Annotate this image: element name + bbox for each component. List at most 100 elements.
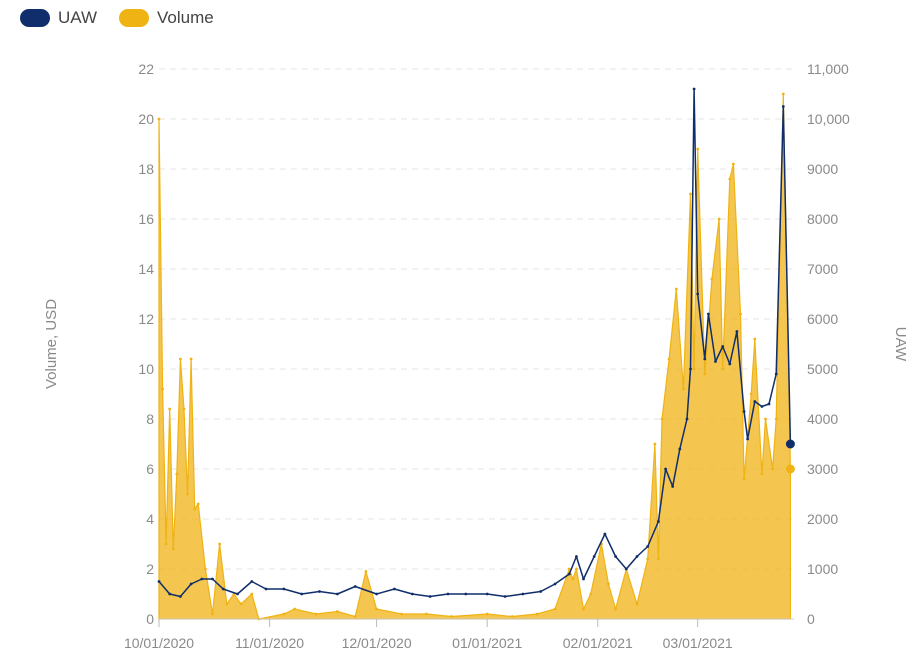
left-tick-label: 8 [146, 411, 154, 427]
uaw-point [707, 312, 710, 316]
volume-point [674, 287, 678, 291]
volume-point [742, 477, 746, 481]
right-tick-label: 7000 [807, 261, 838, 277]
volume-point [774, 417, 778, 421]
volume-point [589, 592, 593, 596]
uaw-line-layer [157, 87, 795, 598]
volume-end-marker [785, 464, 795, 474]
volume-point [728, 177, 732, 181]
uaw-point [657, 520, 660, 523]
legend: UAW Volume [20, 8, 214, 28]
uaw-point [485, 592, 489, 596]
legend-item-uaw[interactable]: UAW [20, 8, 97, 28]
volume-area-layer [157, 92, 792, 621]
volume-point [771, 467, 774, 471]
volume-point [225, 602, 229, 606]
volume-point [336, 610, 339, 613]
left-tick-label: 6 [146, 461, 154, 477]
uaw-point [521, 592, 525, 596]
uaw-point [692, 87, 696, 91]
volume-point [689, 192, 692, 196]
legend-label-uaw: UAW [58, 8, 98, 27]
left-tick-label: 12 [138, 311, 154, 327]
volume-point [400, 612, 403, 616]
uaw-point [336, 592, 339, 596]
uaw-point [760, 405, 764, 408]
uaw-point [624, 567, 628, 571]
left-tick-label: 10 [138, 361, 154, 377]
uaw-point [189, 582, 193, 586]
volume-point [485, 612, 489, 616]
uaw-point [375, 592, 378, 596]
right-tick-label: 4000 [807, 411, 838, 427]
volume-point [582, 607, 585, 611]
uaw-point [250, 580, 254, 583]
uaw-point [553, 582, 557, 586]
volume-point [282, 612, 286, 616]
left-axis: 0 2 4 6 8 10 12 14 16 18 20 22 [138, 61, 154, 627]
legend-item-volume[interactable]: Volume [119, 8, 214, 28]
volume-point [692, 367, 696, 371]
uaw-point [300, 592, 304, 596]
uaw-point [714, 360, 717, 363]
volume-point [760, 472, 764, 476]
right-tick-label: 9000 [807, 161, 838, 177]
volume-point [567, 567, 571, 571]
uaw-point [614, 555, 617, 558]
volume-point [193, 507, 197, 511]
volume-point [375, 607, 378, 611]
x-tick-label: 11/01/2020 [235, 635, 304, 651]
uaw-point [592, 555, 596, 558]
left-tick-label: 22 [138, 61, 154, 77]
left-tick-label: 20 [138, 111, 154, 127]
volume-point [682, 387, 685, 391]
volume-point [635, 602, 639, 606]
volume-point [175, 472, 179, 476]
volume-point [314, 612, 318, 616]
volume-point [696, 147, 700, 151]
volume-point [753, 337, 757, 341]
uaw-point [567, 572, 571, 576]
volume-point [353, 615, 357, 618]
right-tick-label: 2000 [807, 511, 838, 527]
legend-label-volume: Volume [157, 8, 214, 27]
uaw-point [393, 587, 396, 591]
volume-point [575, 567, 578, 571]
x-tick-label: 10/01/2020 [124, 635, 194, 651]
left-tick-label: 0 [146, 611, 154, 627]
right-axis-label: UAW [892, 327, 909, 362]
volume-point [204, 567, 207, 571]
volume-point [218, 542, 222, 546]
uaw-point [735, 330, 739, 333]
uaw-point [671, 485, 675, 488]
uaw-point [721, 345, 725, 348]
uaw-point [664, 467, 667, 471]
volume-point [450, 615, 453, 618]
volume-point [571, 577, 575, 581]
uaw-point [603, 532, 607, 536]
volume-point [721, 367, 725, 371]
uaw-point [767, 402, 771, 406]
uaw-point [282, 587, 286, 591]
uaw-point [168, 592, 172, 596]
volume-point [186, 492, 189, 496]
volume-point [161, 387, 165, 391]
volume-point [196, 502, 200, 506]
right-tick-label: 0 [807, 611, 815, 627]
volume-swatch [119, 9, 150, 27]
uaw-point [503, 595, 507, 598]
volume-point [781, 92, 785, 96]
uaw-point [353, 585, 357, 588]
volume-point [535, 612, 539, 616]
right-tick-label: 3000 [807, 461, 838, 477]
uaw-point [742, 410, 746, 413]
uaw-point [200, 577, 204, 581]
uaw-point [157, 580, 161, 583]
volume-point [250, 592, 254, 596]
right-tick-label: 1000 [807, 561, 838, 577]
volume-point [182, 407, 186, 411]
uaw-point [236, 592, 239, 596]
volume-point [607, 582, 610, 586]
uaw-swatch [20, 9, 50, 27]
